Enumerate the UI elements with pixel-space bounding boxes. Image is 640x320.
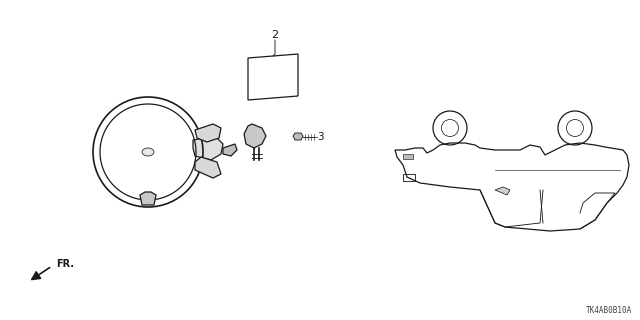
Text: 3: 3	[317, 132, 324, 142]
Text: TK4AB0B10A: TK4AB0B10A	[586, 306, 632, 315]
Bar	[403, 154, 413, 159]
Polygon shape	[244, 124, 266, 148]
Polygon shape	[195, 157, 221, 178]
Polygon shape	[293, 133, 303, 140]
Bar	[403, 174, 415, 181]
Polygon shape	[223, 144, 237, 156]
Polygon shape	[140, 192, 156, 205]
Polygon shape	[195, 124, 221, 142]
Polygon shape	[495, 187, 510, 195]
Text: FR.: FR.	[56, 259, 74, 269]
Polygon shape	[193, 136, 223, 160]
Ellipse shape	[142, 148, 154, 156]
Text: 2: 2	[271, 30, 278, 40]
